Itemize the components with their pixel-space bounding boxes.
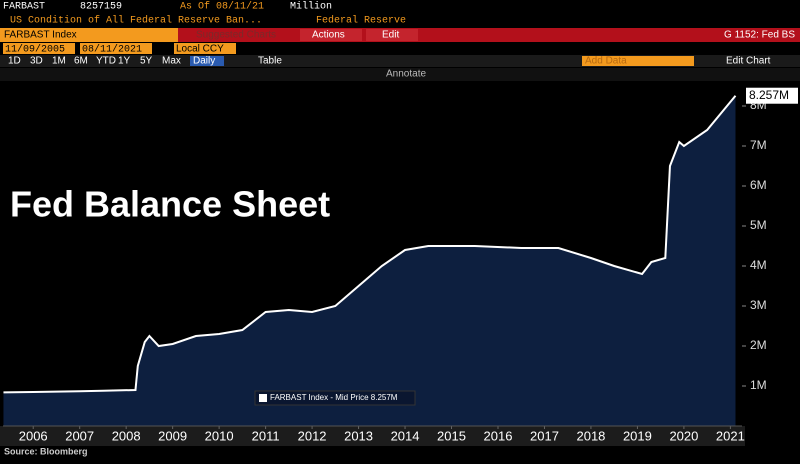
x-tick-label: 2006 [19, 428, 48, 443]
legend-swatch [259, 394, 267, 402]
line [3, 95, 737, 394]
unit: Million [290, 1, 332, 13]
x-axis-strip [0, 426, 745, 446]
y-tick-label: 3M [750, 298, 767, 312]
end-date[interactable]: 08/11/2021 [82, 44, 142, 56]
period-button[interactable]: YTD [96, 56, 116, 67]
period-button[interactable]: 6M [74, 56, 88, 67]
end-date-box[interactable] [80, 43, 152, 54]
source: Source: Bloomberg [4, 446, 88, 456]
x-tick-label: 2013 [344, 428, 373, 443]
annotate[interactable]: Annotate [386, 69, 426, 80]
x-tick-label: 2012 [298, 428, 327, 443]
period-button[interactable]: 3D [30, 56, 43, 67]
period-button[interactable]: 1M [52, 56, 66, 67]
chart-title: Fed Balance Sheet [10, 184, 330, 225]
x-tick-label: 2007 [65, 428, 94, 443]
period-button[interactable]: 1Y [118, 56, 131, 67]
start-date-box[interactable] [3, 43, 75, 54]
as-of: As Of 08/11/21 [180, 1, 264, 13]
x-tick-label: 2011 [252, 428, 280, 443]
y-tick-label: 6M [750, 178, 767, 192]
start-date[interactable]: 11/09/2005 [5, 44, 65, 56]
x-tick-label: 2018 [576, 428, 605, 443]
ticker: FARBAST [3, 2, 45, 13]
actions-label[interactable]: Actions [312, 30, 345, 41]
x-tick-label: 2014 [391, 428, 420, 443]
period-button[interactable]: 5Y [140, 56, 153, 67]
frequency[interactable]: Daily [193, 56, 215, 67]
end-label: 8.257M [749, 88, 789, 102]
legend-label: FARBAST Index - Mid Price 8.257M [270, 393, 398, 402]
edit-button[interactable] [366, 29, 418, 41]
y-tick-label: 7M [750, 138, 767, 152]
last-value: 8257159 [80, 2, 122, 13]
period-button[interactable]: Max [162, 56, 181, 67]
end-label-box [746, 87, 798, 104]
y-tick-label: 4M [750, 258, 767, 272]
add-data-box[interactable] [582, 56, 694, 66]
currency[interactable]: Local CCY [176, 44, 224, 55]
x-tick-label: 2008 [112, 428, 141, 443]
y-tick-label: 1M [750, 378, 767, 392]
x-tick-label: 2020 [669, 428, 698, 443]
x-tick-label: 2019 [623, 428, 652, 443]
x-tick-label: 2009 [158, 428, 187, 443]
x-tick-label: 2021 [716, 428, 745, 443]
description: US Condition of All Federal Reserve Ban.… [10, 15, 262, 27]
frequency-box[interactable] [190, 56, 224, 66]
x-tick-label: 2016 [484, 428, 513, 443]
legend-box [254, 390, 416, 406]
edit-chart[interactable]: Edit Chart [726, 56, 771, 67]
x-tick-label: 2017 [530, 428, 559, 443]
period-button[interactable]: 1D [8, 56, 21, 67]
index-box[interactable] [0, 28, 178, 42]
suggested-charts[interactable]: Suggested Charts [196, 30, 276, 41]
actions-button[interactable] [300, 29, 362, 41]
x-tick-label: 2015 [437, 428, 466, 443]
annotate-bar [0, 68, 800, 81]
source-name: Federal Reserve [316, 15, 406, 27]
add-data[interactable]: Add Data [585, 56, 627, 67]
currency-box[interactable] [174, 43, 236, 54]
y-tick-label: 2M [750, 338, 767, 352]
area [3, 95, 736, 426]
index-label[interactable]: FARBAST Index [4, 30, 77, 41]
edit-label[interactable]: Edit [382, 30, 399, 41]
page-code: G 1152: Fed BS [724, 30, 795, 41]
y-tick-label: 5M [750, 218, 767, 232]
table-button[interactable]: Table [258, 56, 282, 67]
x-tick-label: 2010 [205, 428, 234, 443]
